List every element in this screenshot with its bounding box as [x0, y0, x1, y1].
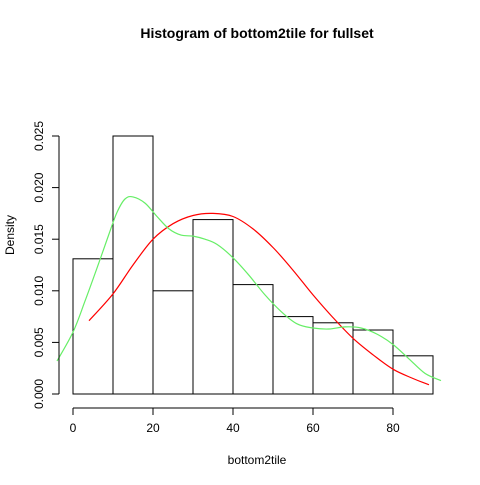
y-tick-label-0: 0.000: [32, 379, 46, 409]
x-tick-label-4: 80: [386, 421, 400, 435]
y-axis-label: Density: [3, 215, 17, 255]
y-tick-label-4: 0.020: [32, 172, 46, 202]
density-curve-0: [88, 212, 430, 386]
histogram-bar-8: [392, 355, 434, 395]
histogram-bar-1: [112, 135, 154, 395]
x-tick-label-0: 0: [70, 421, 77, 435]
histogram-bar-3: [192, 219, 234, 395]
x-axis-label: bottom2tile: [228, 453, 287, 467]
histogram-bar-6: [312, 322, 354, 395]
y-axis: 0.000 0.005 0.010 0.015 0.020 0.025: [32, 121, 60, 409]
histogram-bar-2: [152, 290, 194, 395]
x-tick-label-3: 60: [306, 421, 320, 435]
x-axis: 0 20 40 60 80: [70, 407, 400, 435]
y-tick-label-1: 0.005: [32, 327, 46, 357]
x-tick-label-1: 20: [146, 421, 160, 435]
y-tick-label-2: 0.010: [32, 275, 46, 305]
density-curves: [56, 195, 442, 386]
y-tick-label-3: 0.015: [32, 224, 46, 254]
chart-title: Histogram of bottom2tile for fullset: [140, 25, 374, 41]
density-curve-1: [56, 195, 442, 382]
histogram-bar-5: [272, 316, 314, 395]
histogram-bars: [72, 135, 434, 395]
histogram-bar-4: [232, 284, 274, 395]
x-tick-label-2: 40: [226, 421, 240, 435]
y-tick-label-5: 0.025: [32, 121, 46, 151]
